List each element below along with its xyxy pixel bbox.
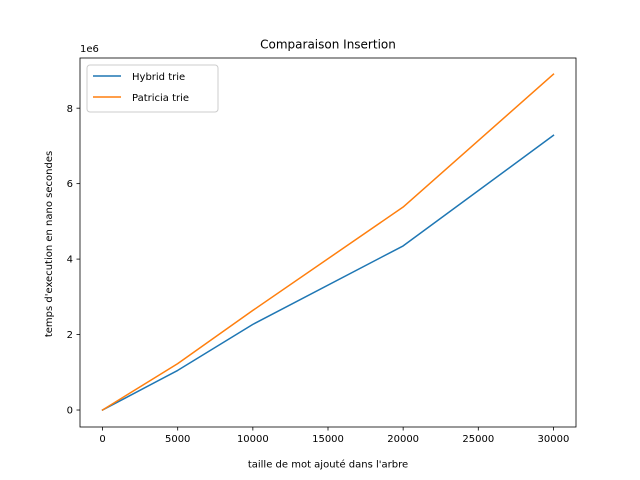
series-line-hybrid-trie: [101, 134, 555, 412]
axes-layer: 0 5000 10000 15000 20000 25000 30000 0 2 4 6 8: [67, 57, 577, 445]
series-layer: [101, 73, 555, 412]
y-tick-label: 0: [67, 406, 73, 417]
y-tick-label: 2: [67, 330, 73, 341]
x-tick-label: 15000: [312, 434, 344, 445]
series-line-patricia-trie: [101, 73, 555, 412]
legend: Hybrid trie Patricia trie: [86, 64, 219, 113]
chart-title: Comparaison Insertion: [260, 38, 396, 52]
y-axis-label: temps d'execution en nano secondes: [44, 151, 55, 337]
plot-area: [80, 58, 576, 427]
x-axis-label: taille de mot ajouté dans l'arbre: [248, 459, 408, 471]
y-tick-label: 4: [67, 255, 73, 266]
x-tick-label: 10000: [237, 434, 269, 445]
legend-label-patricia-trie: Patricia trie: [132, 93, 189, 104]
x-tick-label: 30000: [538, 434, 570, 445]
y-tick-label: 6: [67, 179, 73, 190]
x-tick-label: 25000: [462, 434, 494, 445]
x-tick-label: 0: [99, 434, 105, 445]
y-tick-label: 8: [67, 104, 73, 115]
x-tick-label: 20000: [387, 434, 419, 445]
y-axis-offset-label: 1e6: [80, 44, 99, 55]
x-tick-label: 5000: [165, 434, 190, 445]
plot-background: [80, 58, 576, 427]
legend-label-hybrid-trie: Hybrid trie: [132, 72, 185, 83]
